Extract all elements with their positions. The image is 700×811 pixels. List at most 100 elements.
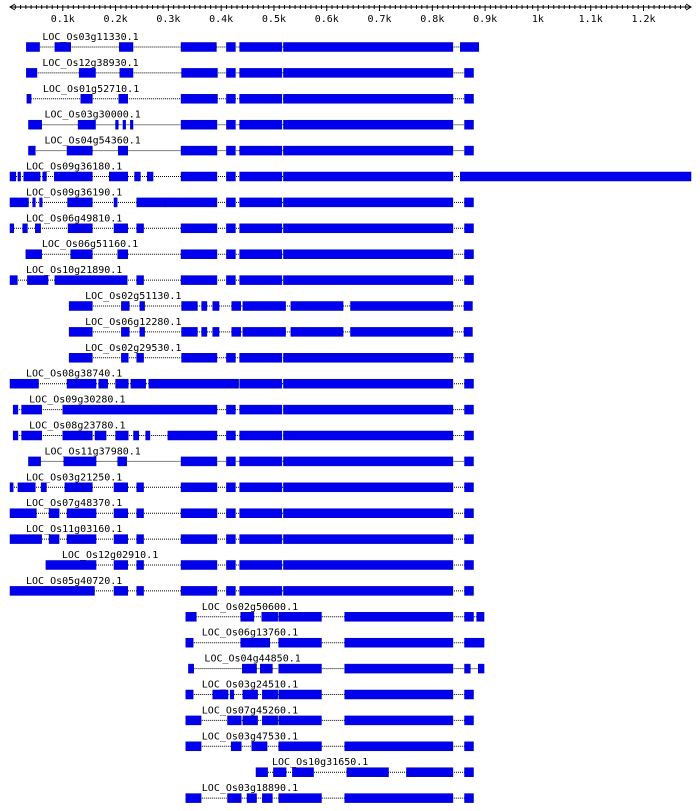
tick-label: 1.1k xyxy=(579,14,603,25)
exon-block xyxy=(239,586,283,596)
exon-block xyxy=(464,612,474,622)
exon-block xyxy=(464,508,474,518)
exon-block xyxy=(464,456,474,467)
exon-block xyxy=(188,663,194,674)
exon-block xyxy=(476,612,485,622)
exon-block xyxy=(9,534,42,544)
gene-id-label: LOC_Os12g02910.1 xyxy=(62,550,158,561)
gene-id-label: LOC_Os09g36180.1 xyxy=(26,162,122,173)
scale-axis: 0.1k 0.2k 0.3k 0.4k 0.5k 0.6k 0.7k 0.8k 0.9k 1k 1.… xyxy=(9,3,692,25)
exon-block xyxy=(464,430,474,441)
exon-block xyxy=(292,767,314,777)
exon-block xyxy=(136,508,144,518)
exon-block xyxy=(350,301,454,311)
exon-block xyxy=(283,94,454,104)
exon-block xyxy=(278,793,322,803)
gene-track: LOC_Os06g49810.1 xyxy=(9,213,474,234)
exon-block xyxy=(130,378,146,389)
gene-track: LOC_Os11g03160.1 xyxy=(9,524,474,544)
exon-block xyxy=(350,327,454,337)
gene-id-label: LOC_Os02g51130.1 xyxy=(85,291,181,302)
exon-block xyxy=(28,456,41,467)
exon-block xyxy=(12,404,19,415)
exon-block xyxy=(167,430,218,441)
exon-block xyxy=(181,327,198,337)
gene-track: LOC_Os08g23780.1 xyxy=(12,421,474,441)
exon-block xyxy=(45,560,97,570)
exon-block xyxy=(464,378,474,389)
exon-block xyxy=(239,145,283,156)
exon-block xyxy=(185,793,202,803)
exon-block xyxy=(9,482,14,493)
tick-label: 0.6k xyxy=(315,14,339,25)
exon-block xyxy=(239,534,283,544)
exon-block xyxy=(460,42,480,52)
exon-block xyxy=(464,689,474,700)
gene-id-label: LOC_Os08g38740.1 xyxy=(26,369,122,380)
exon-block xyxy=(239,378,283,389)
exon-block xyxy=(121,353,129,363)
exon-block xyxy=(180,560,218,570)
exon-block xyxy=(9,275,18,285)
exon-block xyxy=(136,586,144,596)
exon-block xyxy=(201,301,208,311)
gene-id-label: LOC_Os02g29530.1 xyxy=(85,343,181,354)
exon-block xyxy=(62,404,218,415)
exon-block xyxy=(9,197,29,208)
exon-block xyxy=(246,793,257,803)
exon-block xyxy=(239,560,283,570)
exon-block xyxy=(139,327,145,337)
exon-block xyxy=(283,223,454,234)
exon-block xyxy=(226,534,236,544)
exon-block xyxy=(344,793,454,803)
exon-block xyxy=(464,741,474,752)
exon-block xyxy=(464,586,474,596)
exon-block xyxy=(185,612,197,622)
tick-label: 0.7k xyxy=(367,14,391,25)
exon-block xyxy=(136,353,144,363)
gene-id-label: LOC_Os09g36190.1 xyxy=(26,187,122,198)
exon-block xyxy=(283,508,454,518)
exon-block xyxy=(239,482,283,493)
exon-block xyxy=(9,508,37,518)
exon-block xyxy=(136,223,144,234)
exon-block xyxy=(283,249,454,259)
exon-block xyxy=(283,275,454,285)
gene-track: LOC_Os03g47530.1 xyxy=(185,731,474,752)
exon-block xyxy=(464,637,485,648)
exon-block xyxy=(464,404,474,415)
exon-block xyxy=(117,145,128,156)
exon-block xyxy=(240,637,270,648)
exon-block xyxy=(344,689,454,700)
exon-block xyxy=(26,94,32,104)
exon-block xyxy=(70,249,93,259)
exon-block xyxy=(283,197,454,208)
exon-block xyxy=(94,430,107,441)
gene-track: LOC_Os02g29530.1 xyxy=(68,343,474,363)
exon-block xyxy=(283,171,454,182)
exon-block xyxy=(273,767,287,777)
exon-block xyxy=(115,430,129,441)
gene-track: LOC_Os08g38740.1 xyxy=(9,369,474,389)
exon-block xyxy=(17,171,21,182)
exon-block xyxy=(181,68,218,78)
exon-block xyxy=(180,586,218,596)
exon-block xyxy=(181,353,218,363)
exon-block xyxy=(136,482,144,493)
gene-id-label: LOC_Os02g50600.1 xyxy=(202,602,298,613)
exon-block xyxy=(226,249,236,259)
exon-block xyxy=(262,715,278,726)
exon-block xyxy=(145,430,151,441)
gene-track: LOC_Os07g48370.1 xyxy=(9,498,474,518)
exon-block xyxy=(239,68,283,78)
gene-id-label: LOC_Os01g52710.1 xyxy=(43,84,139,95)
exon-block xyxy=(118,94,128,104)
exon-block xyxy=(239,353,283,363)
axis-right-arrow xyxy=(685,3,692,11)
exon-block xyxy=(136,197,166,208)
exon-block xyxy=(464,68,474,78)
gene-id-label: LOC_Os06g13760.1 xyxy=(202,628,298,639)
exon-block xyxy=(66,378,97,389)
exon-block xyxy=(463,327,473,337)
exon-block xyxy=(68,327,93,337)
